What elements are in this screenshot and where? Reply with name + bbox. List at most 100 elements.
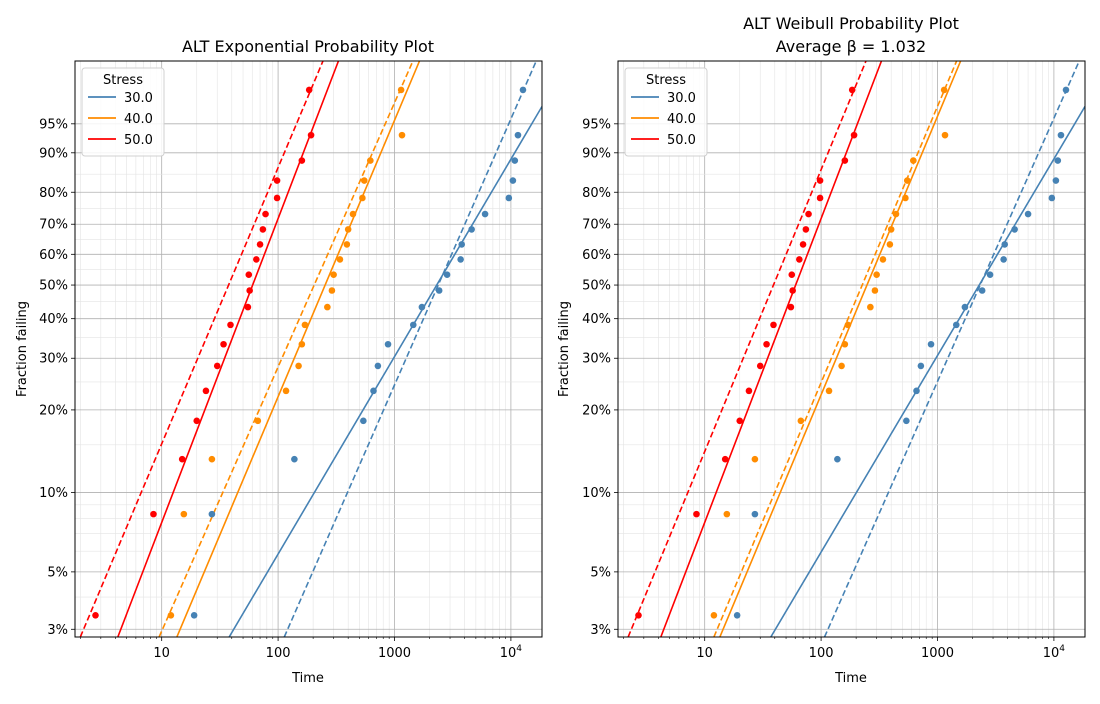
data-point [838, 362, 845, 370]
data-point [505, 194, 513, 202]
y-tick-label: 20% [39, 403, 68, 418]
data-point [1062, 86, 1070, 94]
data-point [458, 241, 466, 248]
data-point [1024, 210, 1032, 218]
data-point [245, 271, 253, 279]
data-point [273, 177, 281, 184]
legend-box [81, 67, 165, 157]
data-point [902, 194, 909, 202]
data-point [305, 86, 313, 94]
data-point [398, 131, 406, 139]
data-point [797, 417, 805, 425]
data-point [443, 271, 451, 279]
y-axis-label: Fraction failing [15, 301, 30, 397]
data-point [841, 340, 849, 348]
y-tick-label: 80% [39, 186, 68, 201]
data-point [1052, 177, 1060, 184]
legend-title: Stress [646, 73, 686, 88]
data-point [978, 287, 986, 294]
data-point [1048, 194, 1056, 202]
data-point [1057, 131, 1065, 139]
fit-line-solid-30.0 [770, 106, 1085, 637]
data-point [253, 256, 260, 263]
y-tick-label: 3% [590, 623, 611, 638]
data-point [343, 241, 351, 248]
data-point [435, 287, 443, 294]
fit-line-dashed-40.0 [713, 61, 958, 637]
y-tick-label: 30% [39, 352, 68, 367]
data-point [298, 157, 306, 164]
data-point [770, 321, 777, 329]
y-tick-label: 95% [582, 117, 611, 132]
data-point [367, 157, 374, 164]
data-point [1054, 157, 1062, 164]
y-axis-label: Fraction failing [557, 301, 572, 397]
data-point [736, 417, 744, 425]
data-point [873, 271, 880, 279]
data-point [150, 510, 157, 518]
data-point [370, 387, 377, 395]
chart-title: ALT Exponential Probability Plot [182, 37, 434, 56]
legend-entry-label: 50.0 [667, 133, 696, 148]
x-tick-label: 104 [500, 644, 523, 661]
data-point [879, 256, 887, 263]
data-point [721, 455, 729, 463]
data-point [298, 340, 306, 348]
data-point [190, 611, 198, 619]
data-point [180, 510, 188, 518]
x-tick-label: 10 [696, 646, 713, 661]
data-point [917, 362, 925, 370]
y-tick-label: 70% [39, 218, 68, 233]
legend-entry-label: 40.0 [667, 112, 696, 127]
plot-area [618, 61, 1085, 637]
data-point [796, 256, 803, 263]
data-point [1011, 226, 1018, 233]
y-tick-label: 80% [582, 186, 611, 201]
fit-line-solid-50.0 [660, 61, 883, 637]
data-point [789, 287, 796, 294]
chart-subtitle: Average β = 1.032 [776, 37, 926, 56]
x-axis-label: Time [291, 671, 324, 686]
axes-frame [617, 60, 1086, 638]
data-point [756, 362, 764, 370]
x-tick-label: 1000 [921, 646, 954, 661]
data-point [244, 303, 252, 311]
plot-marks [79, 61, 542, 637]
data-point [256, 241, 264, 248]
data-point [457, 256, 464, 263]
data-point [227, 321, 234, 329]
data-point [193, 417, 201, 425]
data-point [892, 210, 900, 218]
fit-line-solid-30.0 [228, 106, 542, 637]
data-point [710, 611, 718, 619]
legend-title: Stress [103, 73, 143, 88]
data-point [208, 510, 216, 518]
legend-box [624, 67, 708, 157]
data-point [844, 321, 852, 329]
data-point [816, 177, 824, 184]
data-point [723, 510, 731, 518]
y-tick-label: 95% [39, 117, 68, 132]
legend-entry-label: 40.0 [124, 112, 153, 127]
exponential-plot: ALT Exponential Probability Plot Time Fr… [15, 37, 543, 686]
y-tick-label: 60% [39, 248, 68, 263]
data-point [886, 241, 894, 248]
data-point [397, 86, 405, 94]
x-axis-label: Time [834, 671, 867, 686]
data-point [751, 455, 759, 463]
data-point [509, 177, 517, 184]
data-point [913, 387, 920, 395]
data-point [841, 157, 849, 164]
data-point [910, 157, 917, 164]
data-point [359, 194, 366, 202]
data-point [307, 131, 315, 139]
data-point [330, 271, 337, 279]
data-point [787, 303, 795, 311]
plot-marks [627, 61, 1085, 637]
data-point [867, 303, 874, 311]
fit-line-dashed-50.0 [627, 61, 867, 637]
data-point [409, 321, 417, 329]
data-point [360, 417, 367, 425]
data-point [295, 362, 302, 370]
x-tick-label: 1000 [378, 646, 411, 661]
